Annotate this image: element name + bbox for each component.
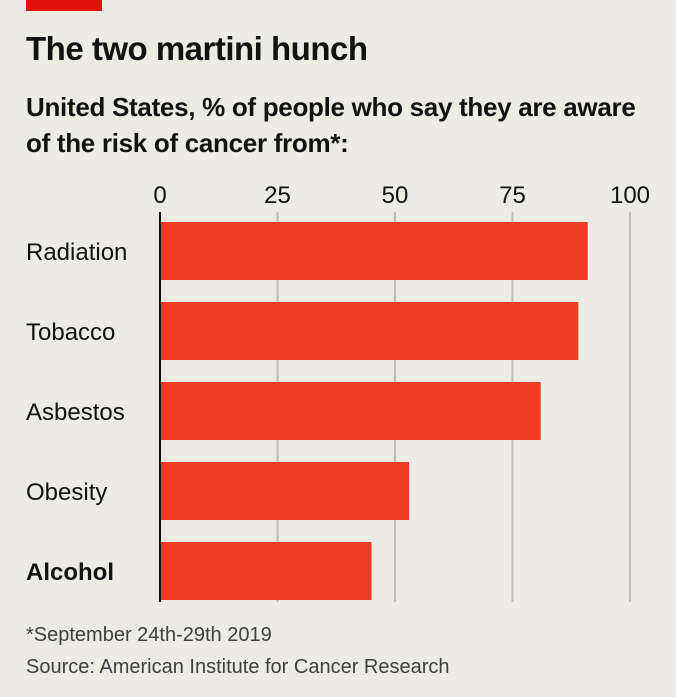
footnote: *September 24th-29th 2019 xyxy=(26,624,272,646)
bar-tobacco xyxy=(160,302,579,360)
x-tick-label: 50 xyxy=(382,182,409,209)
x-tick-label: 75 xyxy=(499,182,526,209)
category-label: Obesity xyxy=(26,479,107,506)
x-tick-label: 100 xyxy=(610,182,650,209)
x-axis-tick-labels: 0 25 50 75 100 xyxy=(153,182,650,209)
bar-alcohol xyxy=(160,542,372,600)
category-label: Asbestos xyxy=(26,399,125,426)
chart-subtitle: United States, % of people who say they … xyxy=(26,92,636,158)
category-label: Alcohol xyxy=(26,559,114,586)
bar-asbestos xyxy=(160,382,541,440)
bar-radiation xyxy=(160,222,588,280)
x-tick-label: 0 xyxy=(153,182,166,209)
category-label: Radiation xyxy=(26,239,127,266)
bar-obesity xyxy=(160,462,410,520)
source-note: Source: American Institute for Cancer Re… xyxy=(26,656,450,678)
chart-title: The two martini hunch xyxy=(26,30,368,67)
category-label: Tobacco xyxy=(26,319,115,346)
brand-accent-bar xyxy=(26,0,102,11)
x-tick-label: 25 xyxy=(264,182,291,209)
category-labels: Radiation Tobacco Asbestos Obesity Alcohol xyxy=(26,239,127,586)
bars xyxy=(160,222,588,600)
